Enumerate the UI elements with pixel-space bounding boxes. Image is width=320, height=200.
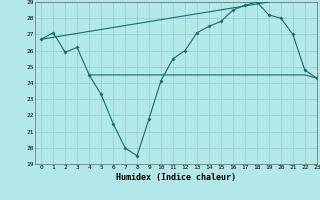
X-axis label: Humidex (Indice chaleur): Humidex (Indice chaleur) bbox=[116, 173, 236, 182]
